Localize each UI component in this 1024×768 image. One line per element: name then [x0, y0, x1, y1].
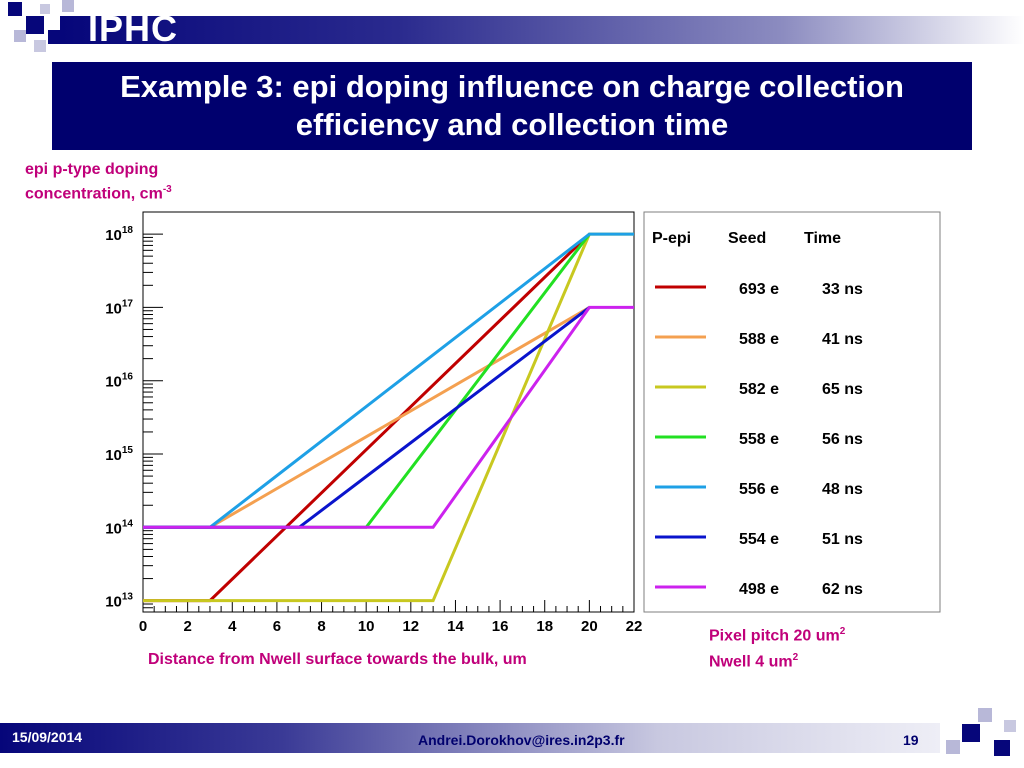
x-tick-label: 2 [183, 618, 191, 635]
legend-time: 48 ns [822, 481, 863, 498]
x-tick-label: 18 [536, 618, 553, 635]
y-tick-label: 1017 [105, 298, 133, 317]
legend-seed: 556 e [739, 481, 779, 498]
y-axis-annotation-exponent: -3 [162, 184, 172, 195]
legend-header: P-epi [652, 230, 691, 247]
plot-frame [142, 211, 635, 613]
y-axis-annotation-text: concentration, cm [25, 185, 163, 203]
x-tick-label: 4 [228, 618, 237, 635]
iphc-logo: IPHC [88, 8, 179, 49]
slide-title-text: Example 3: epi doping influence on charg… [120, 69, 904, 142]
x-tick-label: 16 [492, 618, 509, 635]
legend-time: 33 ns [822, 281, 863, 298]
x-tick-label: 0 [139, 618, 147, 635]
logo-square-decoration [8, 2, 22, 16]
logo-square-decoration [40, 4, 50, 14]
x-tick-label: 10 [358, 618, 375, 635]
logo-square-decoration [48, 30, 62, 44]
y-axis-annotation: epi p-type doping concentration, cm-3 [25, 160, 172, 204]
y-tick-label: 1018 [105, 225, 133, 244]
footer-square-decoration [994, 740, 1010, 756]
legend-header: Time [804, 230, 841, 247]
footer-square-decoration [1004, 720, 1016, 732]
y-axis-annotation-line2: concentration, cm-3 [25, 180, 172, 204]
x-tick-label: 22 [626, 618, 643, 635]
legend-seed: 582 e [739, 381, 779, 398]
footer-bar [0, 723, 940, 753]
x-tick-label: 14 [447, 618, 464, 635]
nwell-exponent: 2 [792, 652, 799, 664]
legend-seed: 693 e [739, 281, 779, 298]
legend-time: 65 ns [822, 381, 863, 398]
footer-email: Andrei.Dorokhov@ires.in2p3.fr [418, 732, 625, 748]
nwell-line: Nwell 4 um2 [709, 647, 845, 673]
footer-date: 15/09/2014 [12, 729, 83, 745]
page-number: 19 [903, 732, 919, 748]
legend-box [643, 211, 941, 613]
legend-seed: 498 e [739, 581, 779, 598]
x-tick-label: 12 [402, 618, 419, 635]
logo-square-decoration [62, 0, 74, 12]
logo-square-decoration [14, 30, 26, 42]
x-axis-label: Distance from Nwell surface towards the … [148, 651, 527, 668]
legend-header: Seed [728, 230, 766, 247]
footer-square-decoration [946, 740, 960, 754]
legend-time: 51 ns [822, 531, 863, 548]
legend-seed: 588 e [739, 331, 779, 348]
nwell-text: Nwell 4 um [709, 653, 793, 671]
y-tick-label: 1016 [105, 372, 133, 391]
slide-title: Example 3: epi doping influence on charg… [52, 62, 972, 150]
legend-seed: 554 e [739, 531, 779, 548]
x-tick-label: 20 [581, 618, 598, 635]
logo-square-decoration [26, 16, 44, 34]
x-tick-label: 6 [273, 618, 281, 635]
footer-square-decoration [978, 708, 992, 722]
pixel-pitch-line: Pixel pitch 20 um2 [709, 621, 845, 647]
legend-time: 62 ns [822, 581, 863, 598]
pixel-pitch-exponent: 2 [839, 626, 846, 637]
legend-time: 41 ns [822, 331, 863, 348]
y-tick-label: 1013 [105, 592, 133, 611]
logo-square-decoration [34, 40, 46, 52]
legend-seed: 558 e [739, 431, 779, 448]
pixel-pitch-text: Pixel pitch 20 um [709, 627, 840, 645]
header-bar [60, 16, 1024, 44]
x-tick-label: 8 [317, 618, 325, 635]
pixel-info: Pixel pitch 20 um2 Nwell 4 um2 [709, 621, 845, 674]
y-tick-label: 1015 [105, 445, 133, 464]
footer-square-decoration [962, 724, 980, 742]
y-tick-label: 1014 [105, 518, 133, 537]
y-axis-annotation-line1: epi p-type doping [25, 161, 159, 178]
series-line-7 [143, 305, 634, 529]
legend-time: 56 ns [822, 431, 863, 448]
